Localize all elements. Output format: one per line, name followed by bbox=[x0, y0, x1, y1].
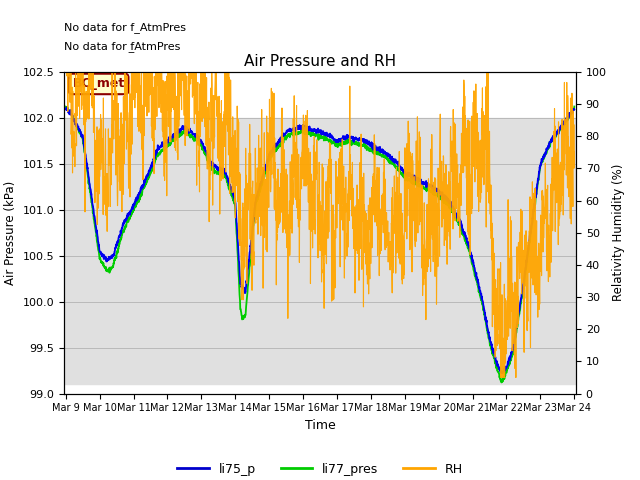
Text: BC_met: BC_met bbox=[72, 77, 125, 90]
Legend: li75_p, li77_pres, RH: li75_p, li77_pres, RH bbox=[172, 458, 468, 480]
Text: No data for f̲AtmPres: No data for f̲AtmPres bbox=[64, 41, 180, 52]
Bar bbox=[64, 118, 576, 384]
Y-axis label: Air Pressure (kPa): Air Pressure (kPa) bbox=[4, 180, 17, 285]
Y-axis label: Relativity Humidity (%): Relativity Humidity (%) bbox=[612, 164, 625, 301]
X-axis label: Time: Time bbox=[305, 419, 335, 432]
Title: Air Pressure and RH: Air Pressure and RH bbox=[244, 54, 396, 70]
Text: No data for f_AtmPres: No data for f_AtmPres bbox=[64, 22, 186, 33]
